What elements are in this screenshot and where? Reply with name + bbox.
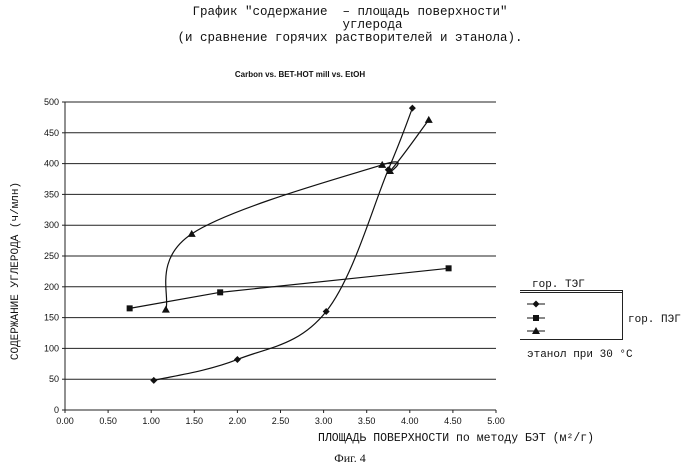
data-point-triangle: [188, 230, 196, 237]
x-tick-label: 1.00: [142, 416, 160, 426]
y-tick-label: 200: [44, 282, 59, 292]
y-tick-label: 400: [44, 159, 59, 169]
data-point-square: [217, 289, 223, 295]
data-point-triangle: [425, 116, 433, 123]
y-tick-label: 450: [44, 128, 59, 138]
series-line-triangle: [166, 120, 429, 310]
x-tick-label: 2.00: [229, 416, 247, 426]
x-tick-label: 1.50: [186, 416, 204, 426]
x-tick-label: 3.00: [315, 416, 333, 426]
legend-marker-diamond: [533, 301, 540, 308]
data-point-square: [446, 265, 452, 271]
x-tick-label: 2.50: [272, 416, 290, 426]
data-point-diamond: [409, 105, 416, 112]
y-tick-label: 250: [44, 251, 59, 261]
data-point-triangle: [162, 306, 170, 313]
y-tick-label: 300: [44, 220, 59, 230]
y-tick-label: 0: [54, 405, 59, 415]
x-tick-label: 4.00: [401, 416, 419, 426]
y-tick-label: 150: [44, 313, 59, 323]
series-line-square: [130, 268, 449, 308]
x-tick-label: 0.50: [99, 416, 117, 426]
data-point-diamond: [150, 377, 157, 384]
data-point-square: [127, 305, 133, 311]
y-tick-label: 100: [44, 343, 59, 353]
x-tick-label: 0.00: [56, 416, 74, 426]
series-line-diamond: [154, 108, 413, 380]
x-tick-label: 4.50: [444, 416, 462, 426]
y-tick-label: 50: [49, 374, 59, 384]
x-tick-label: 5.00: [487, 416, 505, 426]
data-point-diamond: [234, 356, 241, 363]
legend-marker-square: [533, 315, 539, 321]
y-tick-label: 350: [44, 189, 59, 199]
x-tick-label: 3.50: [358, 416, 376, 426]
y-tick-label: 500: [44, 97, 59, 107]
